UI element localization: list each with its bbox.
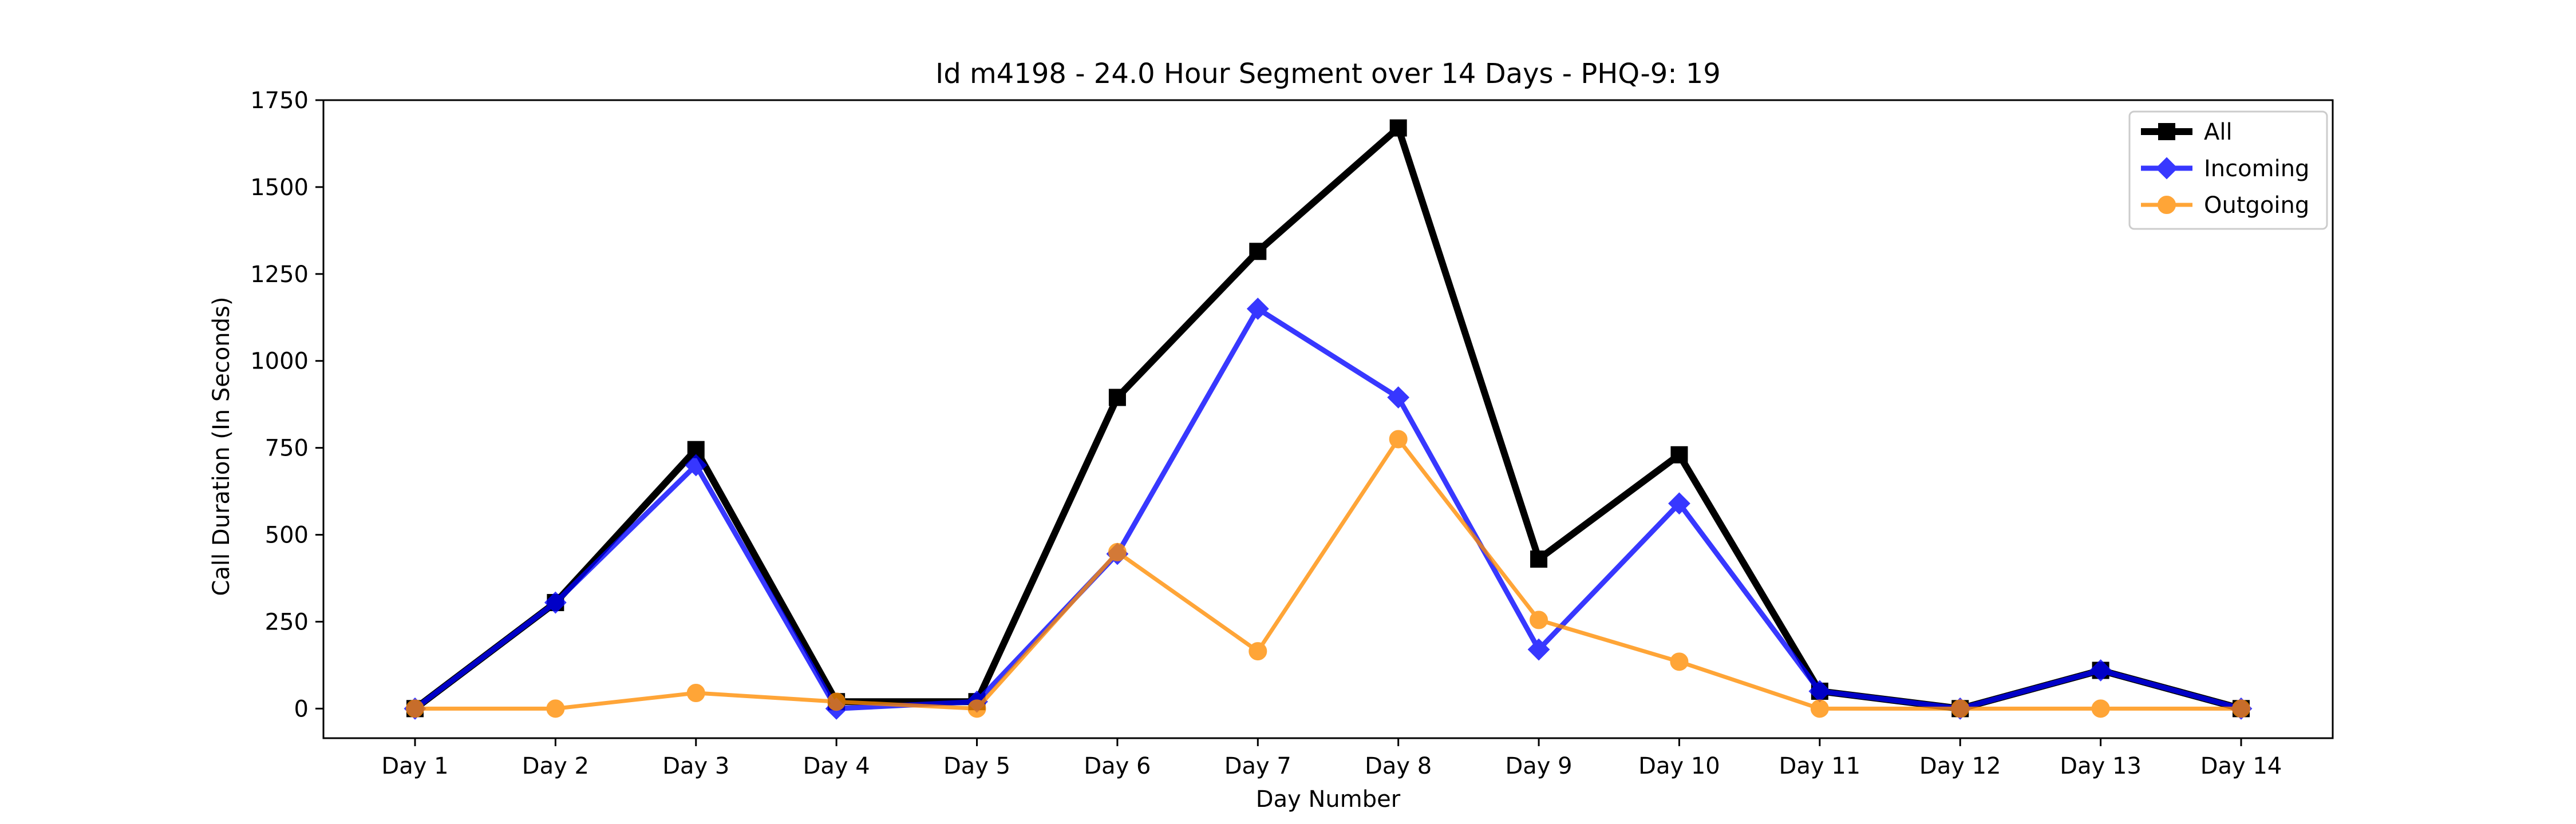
legend-box: [2128, 110, 2328, 230]
data-point-outgoing: [827, 692, 846, 711]
data-point-all: [1530, 550, 1548, 568]
x-tick-label: Day 11: [1779, 753, 1861, 779]
legend-label: Outgoing: [2204, 192, 2309, 219]
y-tick-label: 750: [265, 435, 309, 462]
data-point-outgoing: [1530, 611, 1548, 629]
series-outgoing: [406, 430, 2250, 718]
legend-swatch-marker: [2158, 196, 2176, 214]
x-tick-label: Day 2: [522, 753, 589, 779]
legend-entry: [2141, 196, 2192, 214]
x-tick-label: Day 13: [2060, 753, 2142, 779]
y-tick-label: 1750: [250, 88, 309, 114]
series-line-incoming: [413, 306, 2242, 711]
y-tick-label: 1250: [250, 262, 309, 288]
data-point-incoming: [1668, 492, 1690, 515]
x-axis-title: Day Number: [1256, 786, 1401, 813]
y-tick-label: 500: [265, 522, 309, 549]
x-tick-label: Day 3: [662, 753, 729, 779]
data-point-outgoing: [1810, 699, 1829, 718]
x-tick-label: Day 5: [943, 753, 1010, 779]
data-point-outgoing: [1389, 430, 1408, 449]
data-point-outgoing: [2232, 699, 2250, 718]
legend-label: All: [2204, 119, 2233, 145]
x-tick-label: Day 8: [1365, 753, 1432, 779]
x-tick-label: Day 10: [1638, 753, 1720, 779]
data-point-incoming: [544, 591, 567, 614]
chart-title: Id m4198 - 24.0 Hour Segment over 14 Day…: [935, 58, 1721, 90]
data-point-incoming: [1387, 386, 1410, 409]
data-point-outgoing: [546, 699, 565, 718]
legend-entry: [2141, 123, 2192, 140]
data-point-incoming: [2089, 659, 2112, 682]
legend-swatch-marker: [2155, 157, 2178, 180]
data-point-incoming: [1527, 638, 1550, 661]
x-tick-label: Day 4: [803, 753, 870, 779]
x-tick-label: Day 7: [1224, 753, 1291, 779]
x-tick-label: Day 6: [1084, 753, 1151, 779]
data-point-incoming: [1246, 298, 1269, 320]
y-tick-label: 250: [265, 609, 309, 635]
y-tick-label: 1500: [250, 175, 309, 201]
legend-label: Incoming: [2204, 156, 2309, 182]
plot-area: 0 250 500 750 1000 1250 1500 1750 Day 1 Day 2 Day …: [250, 88, 2334, 779]
data-point-outgoing: [1249, 642, 1267, 661]
y-tick-label: 1000: [250, 348, 309, 375]
data-point-outgoing: [1670, 652, 1689, 671]
x-tick-label: Day 1: [381, 753, 448, 779]
data-point-all: [1670, 446, 1688, 464]
y-axis-title: Call Duration (In Seconds): [208, 297, 235, 596]
series-line-outgoing: [415, 437, 2241, 711]
data-point-outgoing: [686, 684, 705, 703]
data-point-outgoing: [967, 699, 986, 718]
data-point-all: [1389, 119, 1407, 137]
data-point-outgoing: [1108, 542, 1127, 561]
data-point-all: [1108, 389, 1126, 406]
data-point-all: [1249, 243, 1267, 260]
legend-entry: [2141, 157, 2192, 180]
x-tick-label: Day 14: [2200, 753, 2282, 779]
data-point-outgoing: [1951, 699, 1970, 718]
y-tick-label: 0: [294, 696, 309, 722]
x-tick-label: Day 9: [1505, 753, 1572, 779]
legend-swatch-marker: [2158, 123, 2175, 140]
data-point-outgoing: [2091, 699, 2110, 718]
data-point-incoming: [685, 454, 708, 477]
legend: All Incoming Outgoing: [2128, 110, 2328, 230]
plot-frame: [322, 99, 2334, 739]
data-point-outgoing: [406, 699, 424, 718]
x-tick-label: Day 12: [1919, 753, 2001, 779]
